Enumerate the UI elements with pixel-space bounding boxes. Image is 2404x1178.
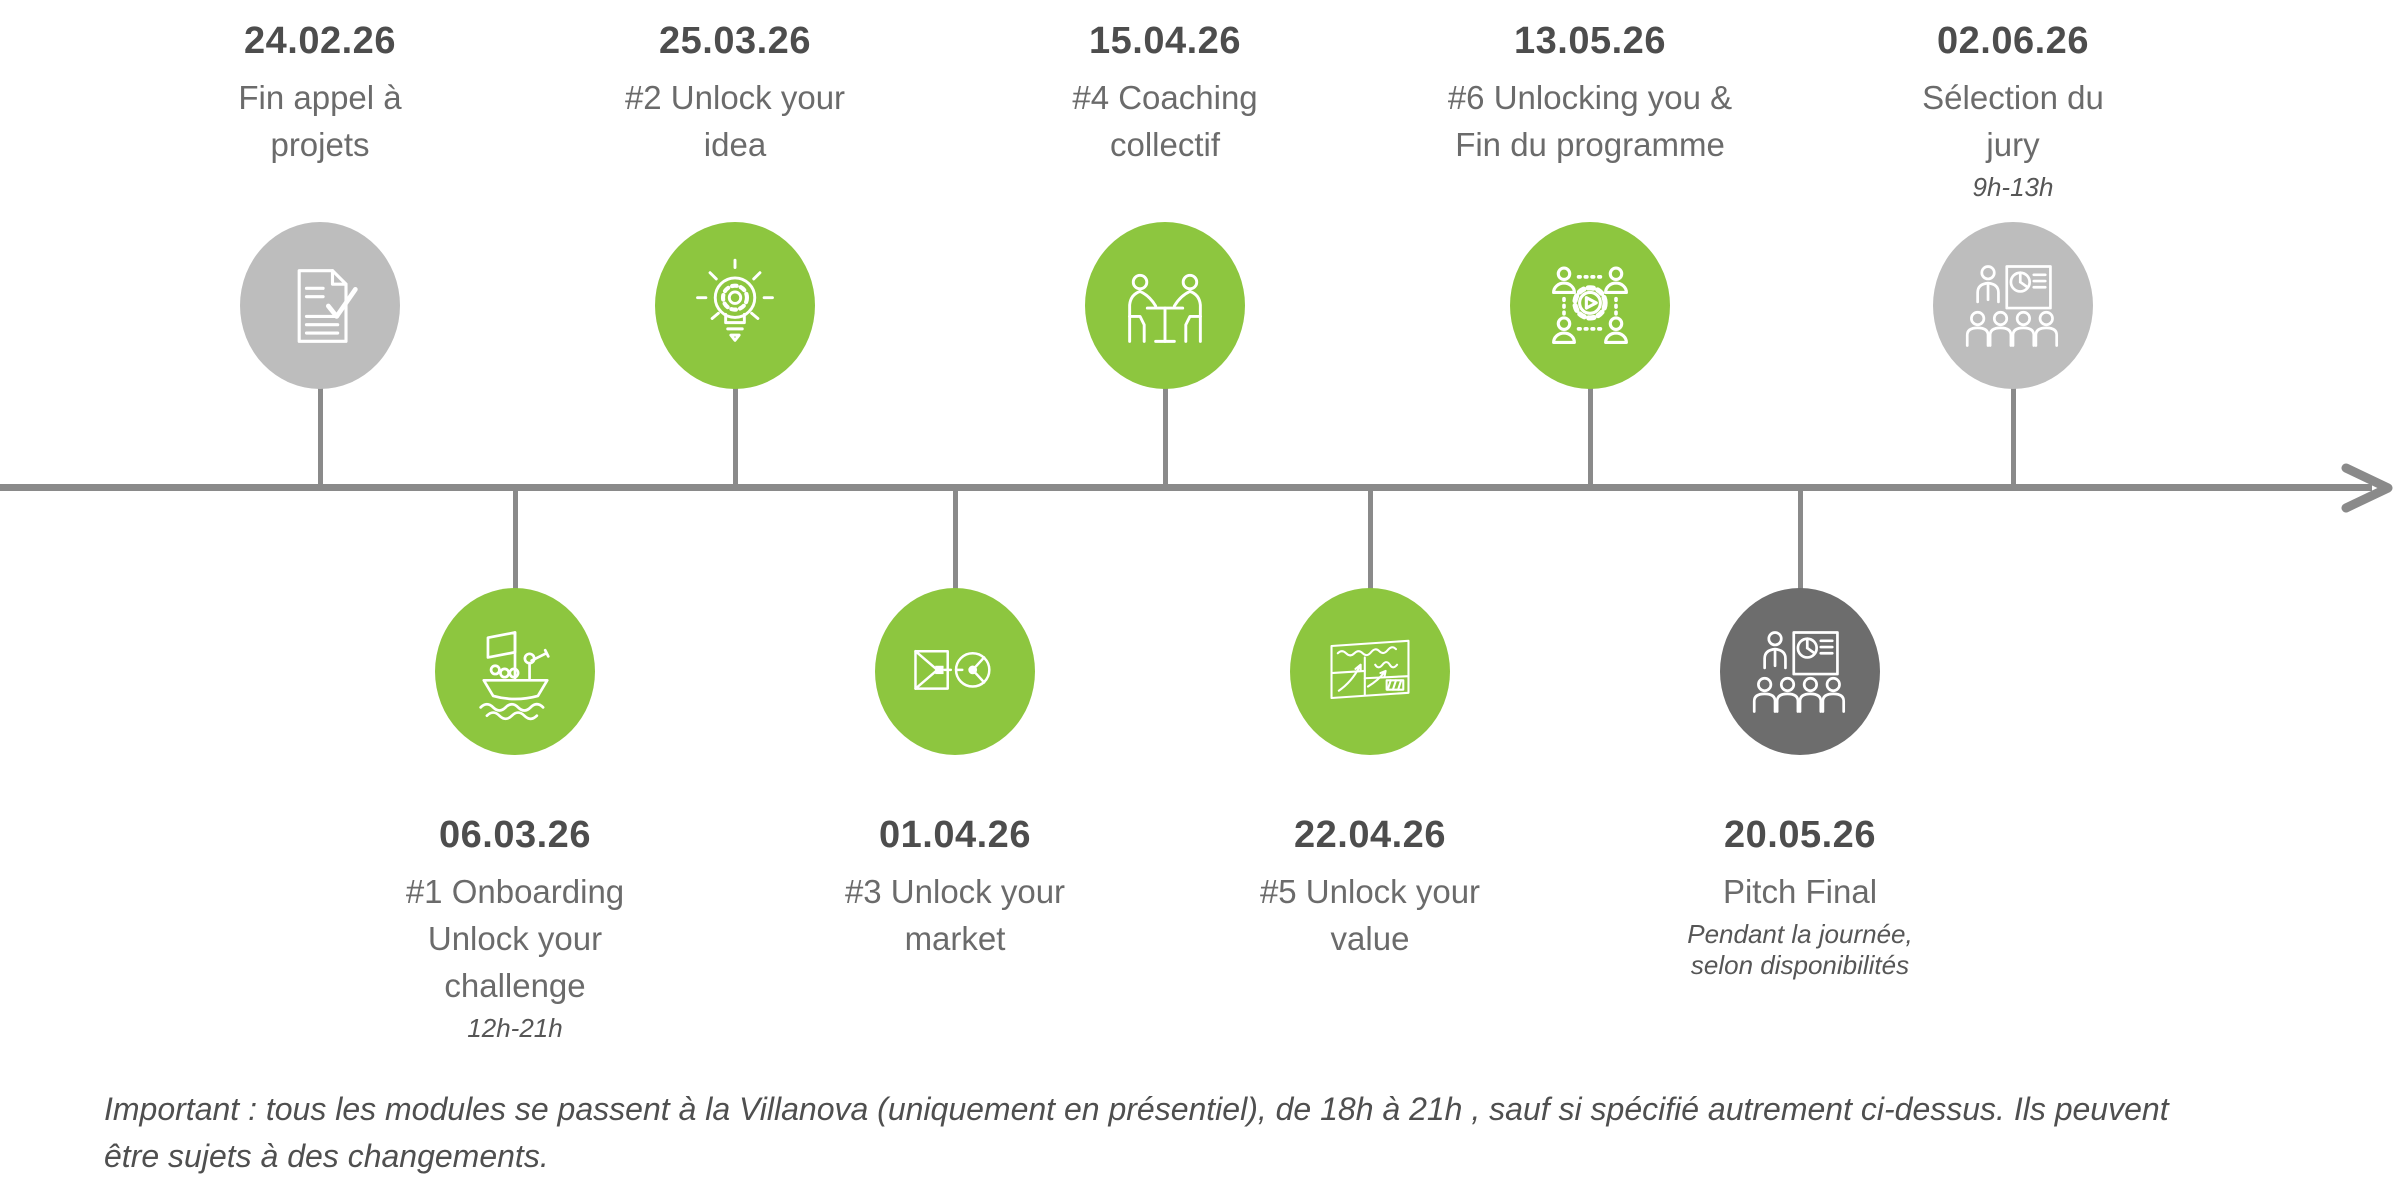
event-circle xyxy=(1085,222,1245,389)
event-time: 9h-13h xyxy=(1972,172,2054,202)
idea-bulb-gear-icon xyxy=(696,258,774,342)
event-date: 20.05.26 xyxy=(1724,814,1876,856)
event-date: 02.06.26 xyxy=(1937,20,2089,62)
event-label: Fin appel à projets xyxy=(238,79,402,163)
connector-line xyxy=(733,387,738,484)
event-label: #5 Unlock your value xyxy=(1259,873,1481,957)
event-date: 15.04.26 xyxy=(1089,20,1241,62)
event-circle xyxy=(1510,222,1670,389)
event-unlocking-you-text: 13.05.26 #6 Unlocking you & Fin du progr… xyxy=(1360,18,1820,168)
event-label: #1 Onboarding Unlock your challenge xyxy=(405,873,625,1004)
connector-line xyxy=(953,490,958,590)
event-label: Pitch Final xyxy=(1722,873,1878,910)
event-label: Sélection du jury xyxy=(1922,79,2104,163)
event-circle xyxy=(1290,588,1450,755)
event-onboarding-text: 06.03.26 #1 Onboarding Unlock your chall… xyxy=(285,812,745,1044)
pitch-presentation-icon xyxy=(1752,630,1846,713)
event-unlock-idea-text: 25.03.26 #2 Unlock your idea xyxy=(505,18,965,168)
event-circle xyxy=(1720,588,1880,755)
event-time: Pendant la journée, selon disponibilités xyxy=(1687,919,1913,980)
timeline-arrowhead-icon xyxy=(2341,463,2393,513)
event-label: #4 Coaching collectif xyxy=(1072,79,1258,163)
timeline-axis xyxy=(0,484,2372,491)
event-circle xyxy=(655,222,815,389)
event-circle xyxy=(875,588,1035,755)
event-circle xyxy=(240,222,400,389)
event-pitch-final-text: 20.05.26 Pitch Final Pendant la journée,… xyxy=(1570,812,2030,981)
event-date: 01.04.26 xyxy=(879,814,1031,856)
event-unlock-value-text: 22.04.26 #5 Unlock your value xyxy=(1140,812,1600,962)
document-check-icon xyxy=(297,268,358,343)
event-date: 06.03.26 xyxy=(439,814,591,856)
event-label: #6 Unlocking you & Fin du programme xyxy=(1447,79,1733,163)
people-gear-network-icon xyxy=(1552,265,1628,344)
connector-line xyxy=(318,387,323,484)
event-coaching-text: 15.04.26 #4 Coaching collectif xyxy=(935,18,1395,168)
canvas-sketch-icon xyxy=(1330,639,1410,699)
event-fin-appel-text: 24.02.26 Fin appel à projets xyxy=(90,18,550,168)
boat-crew-icon xyxy=(479,630,550,720)
event-date: 24.02.26 xyxy=(244,20,396,62)
connector-line xyxy=(1368,490,1373,590)
connector-line xyxy=(1798,490,1803,590)
event-label: #2 Unlock your idea xyxy=(624,79,846,163)
event-label: #3 Unlock your market xyxy=(844,873,1066,957)
connector-line xyxy=(513,490,518,590)
connector-line xyxy=(1588,387,1593,484)
event-time: 12h-21h xyxy=(467,1013,563,1043)
event-date: 13.05.26 xyxy=(1514,20,1666,62)
event-circle xyxy=(435,588,595,755)
connector-line xyxy=(2011,387,2016,484)
connector-line xyxy=(1163,387,1168,484)
event-unlock-market-text: 01.04.26 #3 Unlock your market xyxy=(725,812,1185,962)
box-target-icon xyxy=(914,649,991,690)
event-date: 25.03.26 xyxy=(659,20,811,62)
event-selection-jury-text: 02.06.26 Sélection du jury 9h-13h xyxy=(1783,18,2243,203)
important-note: Important : tous les modules se passent … xyxy=(104,1091,2169,1174)
jury-presentation-icon xyxy=(1965,264,2059,347)
event-circle xyxy=(1933,222,2093,389)
event-date: 22.04.26 xyxy=(1294,814,1446,856)
coaching-table-icon xyxy=(1128,273,1202,343)
